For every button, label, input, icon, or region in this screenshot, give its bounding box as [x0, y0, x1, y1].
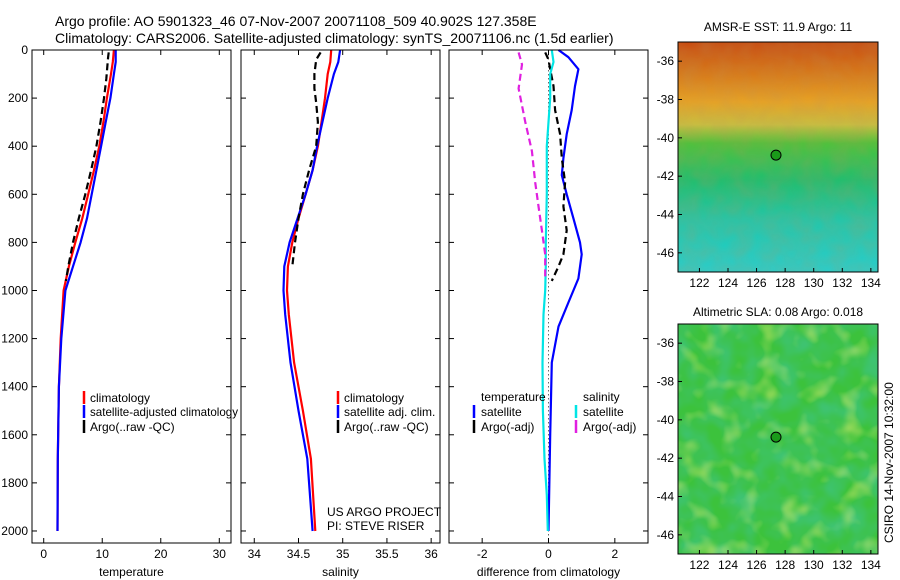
sla-map-axes: 122 124 126 128 130 132 134 -36 -38 -40 -42 -44 -46 — [657, 336, 882, 572]
series-line-difference-3 — [517, 52, 547, 279]
map-y-tick-label-sst-3: -42 — [657, 169, 675, 183]
y-tick-label-10: 2000 — [1, 524, 28, 538]
x-tick-label-difference-0: -2 — [477, 547, 488, 561]
legend-label-temp-satellite: satellite — [481, 405, 522, 419]
x-axis-label-difference: difference from climatology — [477, 565, 620, 579]
map-y-tick-label-sst-0: -36 — [657, 54, 675, 68]
series-line-salinity-2 — [291, 51, 322, 267]
pi-label: PI: STEVE RISER — [327, 519, 425, 533]
y-tick-label-6: 1200 — [1, 332, 28, 346]
map-y-tick-label-sst-4: -44 — [657, 208, 675, 222]
y-tick-label-4: 800 — [8, 235, 28, 249]
map-x-tick-label-sla-0: 122 — [689, 558, 709, 572]
legend-label-satellite-adjusted: satellite-adjusted climatology — [90, 405, 238, 419]
sst-map-frame — [677, 41, 879, 273]
map-y-tick-label-sst-1: -38 — [657, 93, 675, 107]
figure-title-line1: Argo profile: AO 5901323_46 07-Nov-2007 … — [55, 13, 537, 29]
y-tick-label-3: 600 — [8, 187, 28, 201]
x-tick-label-difference-1: 0 — [545, 547, 552, 561]
map-x-tick-label-sst-2: 126 — [747, 276, 767, 290]
x-tick-label-salinity-1: 34.5 — [287, 547, 311, 561]
difference-profile-panel: -2 0 2 difference from climatology — [448, 49, 649, 579]
map-y-tick-label-sla-5: -46 — [657, 528, 675, 542]
plot-frame-salinity — [240, 49, 441, 544]
map-y-tick-label-sla-4: -44 — [657, 490, 675, 504]
map-x-tick-label-sst-1: 124 — [718, 276, 738, 290]
map-y-tick-label-sla-1: -38 — [657, 375, 675, 389]
x-tick-label-temperature-2: 20 — [154, 547, 168, 561]
x-tick-label-salinity-0: 34 — [248, 547, 262, 561]
salinity-profile-panel: 34 34.5 35 35.5 36 salinity — [240, 49, 441, 579]
x-tick-label-salinity-4: 36 — [424, 547, 438, 561]
map-x-tick-label-sst-5: 132 — [832, 276, 852, 290]
plot-frame-temperature — [31, 49, 232, 544]
legend-label-satellite-adj: satellite adj. clim. — [344, 405, 435, 419]
map-x-tick-label-sla-4: 130 — [804, 558, 824, 572]
figure-title-line2: Climatology: CARS2006. Satellite-adjuste… — [55, 30, 613, 46]
x-tick-label-temperature-3: 30 — [213, 547, 227, 561]
sst-map-axes: 122 124 126 128 130 132 134 -36 -38 -40 -42 -44 -46 — [657, 54, 882, 290]
map-y-tick-label-sst-5: -46 — [657, 246, 675, 260]
y-tick-label-5: 1000 — [1, 283, 28, 297]
y-tick-label-9: 1800 — [1, 476, 28, 490]
map-x-tick-label-sst-6: 134 — [861, 276, 881, 290]
float-location-marker-sla — [770, 431, 782, 443]
map-x-tick-label-sst-3: 128 — [775, 276, 795, 290]
map-y-tick-label-sla-0: -36 — [657, 336, 675, 350]
x-axis-label-salinity: salinity — [322, 565, 359, 579]
x-tick-label-temperature-1: 10 — [96, 547, 110, 561]
series-line-difference-2 — [541, 49, 555, 532]
map-x-tick-label-sla-5: 132 — [832, 558, 852, 572]
series-line-temperature-2 — [64, 52, 110, 282]
float-location-marker-sst — [770, 149, 782, 161]
map-x-tick-label-sla-3: 128 — [775, 558, 795, 572]
project-label: US ARGO PROJECT — [327, 505, 442, 519]
x-tick-label-salinity-3: 35.5 — [375, 547, 399, 561]
map-y-tick-label-sst-2: -40 — [657, 131, 675, 145]
credit-label: CSIRO 14-Nov-2007 10:32:00 — [882, 382, 896, 543]
x-axis-label-temperature: temperature — [99, 565, 164, 579]
legend-label-climatology: climatology — [90, 391, 150, 405]
y-tick-label-8: 1600 — [1, 428, 28, 442]
sla-map-frame — [677, 323, 879, 555]
sla-map-title: Altimetric SLA: 0.08 Argo: 0.018 — [693, 305, 863, 319]
x-tick-label-difference-2: 2 — [611, 547, 618, 561]
temperature-legend: climatology satellite-adjusted climatolo… — [82, 391, 238, 434]
legend-label-climatology: climatology — [344, 391, 404, 405]
temperature-profile-panel: 0 10 20 30 temperature 0 200 400 600 800 1000 1200 1… — [1, 43, 232, 579]
legend-label-sal-argo: Argo(-adj) — [583, 420, 636, 434]
x-tick-label-salinity-2: 35 — [336, 547, 350, 561]
map-x-tick-label-sst-4: 130 — [804, 276, 824, 290]
x-tick-label-temperature-0: 0 — [40, 547, 47, 561]
map-x-tick-label-sla-6: 134 — [861, 558, 881, 572]
series-line-difference-0 — [547, 49, 583, 532]
y-tick-label-1: 200 — [8, 91, 28, 105]
map-y-tick-label-sla-3: -42 — [657, 451, 675, 465]
legend-label-temp-argo: Argo(-adj) — [481, 420, 534, 434]
y-tick-label-0: 0 — [21, 43, 28, 57]
legend-group-temperature: temperature — [481, 390, 546, 404]
y-tick-label-7: 1400 — [1, 380, 28, 394]
sst-map-title: AMSR-E SST: 11.9 Argo: 11 — [704, 20, 853, 34]
y-tick-label-2: 400 — [8, 139, 28, 153]
map-y-tick-label-sla-2: -40 — [657, 413, 675, 427]
legend-group-salinity: salinity — [583, 390, 620, 404]
salinity-legend: climatology satellite adj. clim. Argo(..… — [327, 391, 442, 533]
map-x-tick-label-sla-2: 126 — [747, 558, 767, 572]
legend-label-argo: Argo(..raw -QC) — [344, 420, 429, 434]
legend-label-argo: Argo(..raw -QC) — [90, 420, 175, 434]
difference-legend: temperature salinity satellite Argo(-adj… — [472, 390, 636, 434]
series-line-temperature-1 — [56, 50, 117, 532]
series-line-salinity-0 — [285, 49, 333, 532]
map-x-tick-label-sst-0: 122 — [689, 276, 709, 290]
map-x-tick-label-sla-1: 124 — [718, 558, 738, 572]
series-line-difference-1 — [544, 51, 568, 282]
legend-label-sal-satellite: satellite — [583, 405, 624, 419]
